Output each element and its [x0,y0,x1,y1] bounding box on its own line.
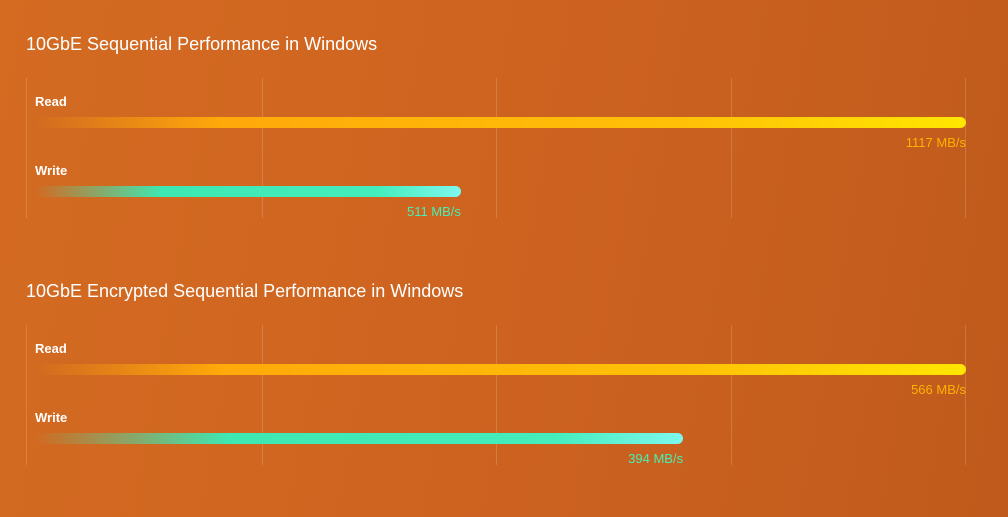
gridline [965,325,966,465]
read-value-label: 1117 MB/s [905,135,966,150]
gridline [731,325,732,465]
gridline [731,78,732,218]
write-value-label: 511 MB/s [406,204,461,219]
write-bar [35,186,461,197]
gridline [262,78,263,218]
gridline [26,325,27,465]
write-label: Write [35,163,68,178]
write-label: Write [35,410,68,425]
gridline [496,325,497,465]
gridline [496,78,497,218]
gridline [262,325,263,465]
read-label: Read [35,341,67,356]
read-bar [35,117,966,128]
read-bar [35,364,966,375]
gridline [26,78,27,218]
plot-area: Read 1117 MB/s Write 511 MB/s [26,78,966,219]
chart-title: 10GbE Sequential Performance in Windows [26,34,378,54]
plot-area: Read 566 MB/s Write 394 MB/s [26,325,966,466]
gridline [965,78,966,218]
read-value-label: 566 MB/s [911,382,966,397]
read-label: Read [35,94,67,109]
write-value-label: 394 MB/s [628,451,684,466]
write-bar [35,433,684,444]
chart-title: 10GbE Encrypted Sequential Performance i… [26,281,464,301]
